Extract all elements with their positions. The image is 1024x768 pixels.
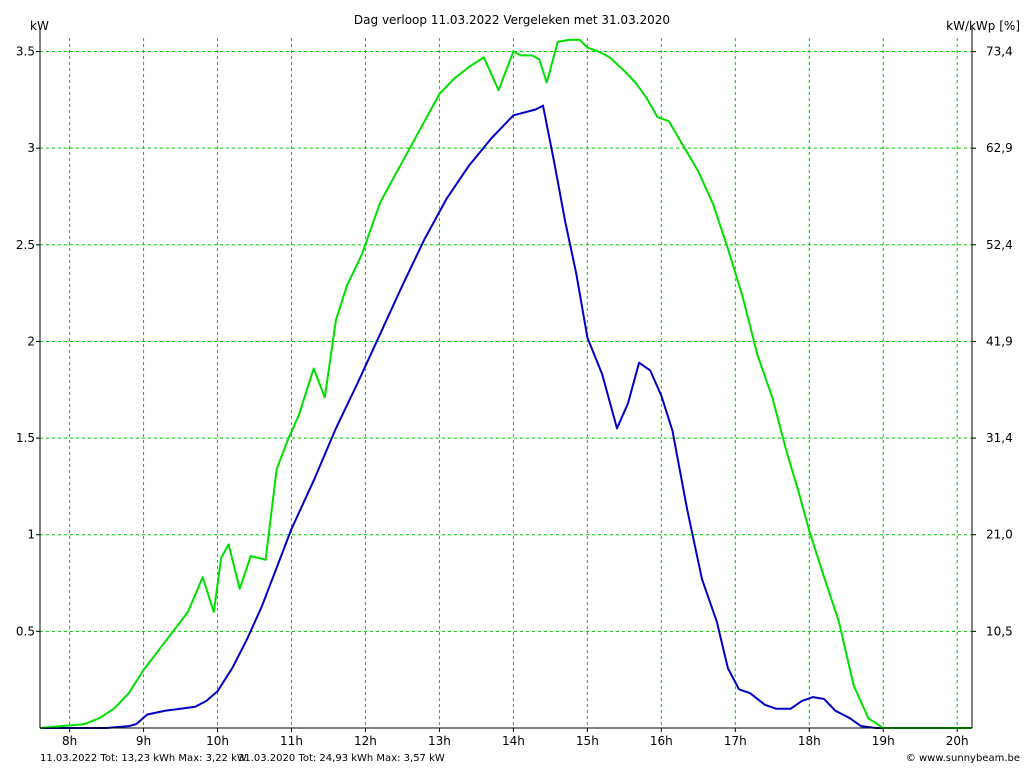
- y-tick-label-right: 73,4: [986, 45, 1013, 59]
- y-axis-left-label: kW: [30, 19, 49, 33]
- x-tick-label: 14h: [502, 734, 525, 748]
- y-tick-label-right: 31,4: [986, 431, 1013, 445]
- footer-series1-summary: 11.03.2022 Tot: 13,23 kWh Max: 3,22 kW: [40, 753, 247, 764]
- x-tick-label: 9h: [136, 734, 151, 748]
- y-tick-label-left: 2.5: [16, 238, 35, 252]
- tick-labels: 8h 9h 10h 11h 12h 13h 14h 15h 16h 17h 18h 19h 20h 0.5…: [16, 45, 1013, 748]
- y-tick-label-right: 41,9: [986, 334, 1013, 348]
- x-tick-label: 18h: [798, 734, 821, 748]
- y-tick-label-left: 3: [27, 141, 35, 155]
- x-tick-label: 15h: [576, 734, 599, 748]
- x-tick-label: 16h: [650, 734, 673, 748]
- footer-series2-summary: 31.03.2020 Tot: 24,93 kWh Max: 3,57 kW: [238, 753, 445, 764]
- y-tick-label-left: 2: [27, 334, 35, 348]
- series-lines: [39, 38, 972, 729]
- footer-credit: © www.sunnybeam.be: [906, 753, 1020, 764]
- x-tick-label: 13h: [428, 734, 451, 748]
- x-tick-label: 20h: [946, 734, 969, 748]
- grid: [40, 38, 972, 728]
- y-axis-right-label: kW/kWp [%]: [946, 19, 1020, 33]
- y-tick-label-right: 10,5: [986, 624, 1013, 638]
- y-tick-label-right: 21,0: [986, 528, 1013, 542]
- series-line-31.03.2020: [39, 38, 972, 729]
- y-tick-label-left: 0.5: [16, 624, 35, 638]
- chart-title: Dag verloop 11.03.2022 Vergeleken met 31…: [354, 13, 670, 27]
- y-tick-label-left: 1: [27, 528, 35, 542]
- y-tick-label-left: 1.5: [16, 431, 35, 445]
- x-tick-label: 17h: [724, 734, 747, 748]
- x-tick-label: 19h: [872, 734, 895, 748]
- series-line-11.03.2022: [40, 104, 958, 729]
- y-tick-label-right: 52,4: [986, 238, 1013, 252]
- y-tick-label-left: 3.5: [16, 45, 35, 59]
- x-tick-label: 10h: [206, 734, 229, 748]
- x-tick-label: 12h: [354, 734, 377, 748]
- x-tick-label: 8h: [62, 734, 77, 748]
- y-tick-label-right: 62,9: [986, 141, 1013, 155]
- x-tick-label: 11h: [280, 734, 303, 748]
